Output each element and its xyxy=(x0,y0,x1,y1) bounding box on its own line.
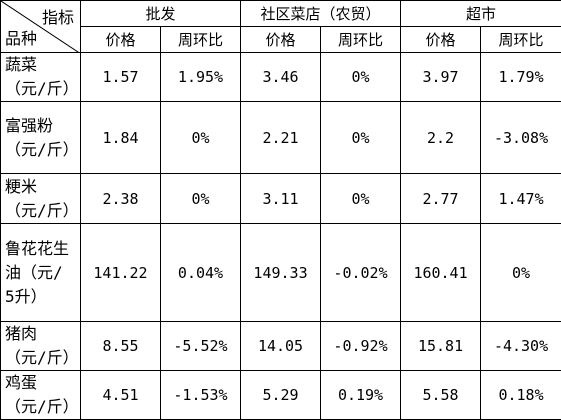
value-cell: 1.84 xyxy=(80,101,161,174)
subheader-row: 价格 周环比 价格 周环比 价格 周环比 xyxy=(1,26,561,53)
group-header: 社区菜店（农贸） xyxy=(240,0,402,27)
value-cell: 2.2 xyxy=(400,101,482,174)
group-header: 超市 xyxy=(400,0,561,27)
value-cell: 0.19% xyxy=(320,370,402,420)
value-cell: 15.81 xyxy=(400,321,482,371)
value-cell: 1.47% xyxy=(480,173,561,224)
value-cell: 160.41 xyxy=(400,223,482,322)
value-cell: -3.08% xyxy=(480,101,561,174)
sub-header: 价格 xyxy=(80,26,161,53)
value-cell: 2.21 xyxy=(240,101,322,174)
corner-cell: 指标 品种 xyxy=(0,0,81,53)
value-cell: 0% xyxy=(480,223,561,322)
value-cell: 3.97 xyxy=(400,52,482,102)
value-cell: 2.38 xyxy=(80,173,161,224)
value-cell: 5.58 xyxy=(400,370,482,420)
value-cell: 5.29 xyxy=(240,370,322,420)
value-cell: -5.52% xyxy=(159,321,242,371)
value-cell: -4.30% xyxy=(480,321,561,371)
sub-header: 价格 xyxy=(400,26,482,53)
sub-header: 周环比 xyxy=(320,26,402,53)
data-row: 鲁花花生油（元/5升） 141.22 0.04% 149.33 -0.02% 160.41… xyxy=(0,223,561,322)
value-cell: 0.04% xyxy=(159,223,242,322)
data-row: 猪肉（元/斤） 8.55 -5.52% 14.05 -0.92% 15.81 -4.30% xyxy=(0,321,561,371)
value-cell: 1.79% xyxy=(480,52,561,102)
data-row: 粳米（元/斤） 2.38 0% 3.11 0% 2.77 1.47% xyxy=(0,173,561,224)
item-label: 粳米（元/斤） xyxy=(0,173,81,224)
sub-header: 周环比 xyxy=(159,26,242,53)
value-cell: -0.92% xyxy=(320,321,402,371)
item-label: 富强粉（元/斤） xyxy=(0,101,81,174)
item-label: 猪肉（元/斤） xyxy=(0,321,81,371)
data-row: 富强粉（元/斤） 1.84 0% 2.21 0% 2.2 -3.08% xyxy=(0,101,561,174)
value-cell: -0.02% xyxy=(320,223,402,322)
value-cell: -1.53% xyxy=(159,370,242,420)
sub-header: 周环比 xyxy=(480,26,561,53)
value-cell: 0% xyxy=(159,173,242,224)
value-cell: 2.77 xyxy=(400,173,482,224)
corner-top: 指标 xyxy=(41,8,74,27)
value-cell: 149.33 xyxy=(240,223,322,322)
value-cell: 8.55 xyxy=(80,321,161,371)
value-cell: 1.95% xyxy=(159,52,242,102)
item-label: 鸡蛋（元/斤） xyxy=(0,370,81,420)
value-cell: 14.05 xyxy=(240,321,322,371)
header-row: 指标 品种 批发 社区菜店（农贸） 超市 xyxy=(0,0,561,53)
item-label: 鲁花花生油（元/5升） xyxy=(0,223,81,322)
corner-bottom: 品种 xyxy=(5,29,38,48)
group-header: 批发 xyxy=(79,0,242,27)
data-row: 蔬菜（元/斤） 1.57 1.95% 3.46 0% 3.97 1.79% xyxy=(0,52,561,102)
value-cell: 0% xyxy=(320,101,402,174)
corner-diagonal xyxy=(1,1,79,52)
value-cell: 3.11 xyxy=(240,173,322,224)
sub-header: 价格 xyxy=(240,26,322,53)
value-cell: 0.18% xyxy=(480,370,561,420)
value-cell: 0% xyxy=(320,173,402,224)
item-label: 蔬菜（元/斤） xyxy=(0,52,81,102)
value-cell: 0% xyxy=(320,52,402,102)
value-cell: 4.51 xyxy=(80,370,161,420)
value-cell: 141.22 xyxy=(80,223,161,322)
data-row: 鸡蛋（元/斤） 4.51 -1.53% 5.29 0.19% 5.58 0.18% xyxy=(0,370,561,420)
value-cell: 1.57 xyxy=(80,52,161,102)
value-cell: 0% xyxy=(159,101,242,174)
value-cell: 3.46 xyxy=(240,52,322,102)
